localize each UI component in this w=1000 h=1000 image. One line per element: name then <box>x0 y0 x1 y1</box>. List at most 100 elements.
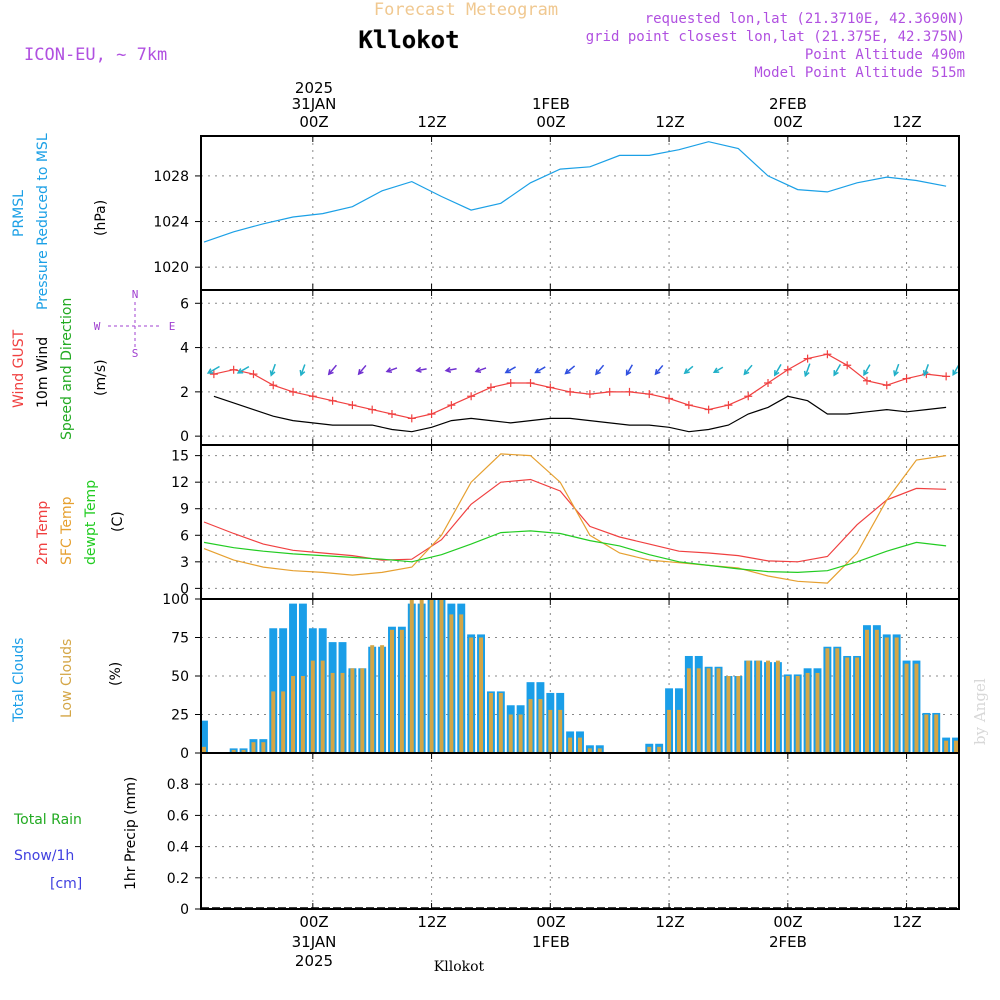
wind-ylabels: Wind GUST 10m Wind Speed and Direction (… <box>11 298 109 440</box>
gust-marker-21 <box>526 379 535 387</box>
low-cloud-bar-33 <box>439 599 444 753</box>
compass-s: S <box>132 347 139 360</box>
wind-barb-20 <box>743 364 753 375</box>
wind-barb-9 <box>416 368 427 372</box>
gust-marker-38 <box>862 376 871 385</box>
temperature-frame <box>200 444 960 600</box>
cloud-unit: (%) <box>108 662 124 686</box>
cloud-label-low: Low Clouds <box>59 639 75 718</box>
gust-marker-11 <box>328 396 337 405</box>
pressure-ytick-label-2: 1028 <box>153 169 189 185</box>
gust-marker-31 <box>724 401 733 410</box>
gust-marker-35 <box>803 354 812 363</box>
low-cloud-bar-13 <box>241 749 246 753</box>
precip-ytick-label-3: 0.6 <box>167 808 189 824</box>
top-date-label-1: 31JAN <box>292 95 337 113</box>
temperature-series-1 <box>203 453 947 584</box>
wind-frame <box>200 289 960 446</box>
clouds-ytick-label-1: 25 <box>171 708 189 724</box>
low-cloud-bar-26 <box>370 645 375 753</box>
gust-marker-24 <box>585 390 594 399</box>
temp-unit: (C) <box>110 511 126 532</box>
gust-marker-23 <box>566 387 575 396</box>
wind-barb-head-4 <box>269 370 276 377</box>
wind-barb-head-6 <box>327 369 334 376</box>
top-hour-label-3: 00Z <box>536 113 565 131</box>
wind-barb-4 <box>270 363 276 376</box>
watermark: by Angel <box>971 678 989 745</box>
wind-barb-18 <box>684 365 694 374</box>
precip-unit: 1hr Precip (mm) <box>123 777 139 890</box>
bottom-x-axis: 00Z 12Z 00Z 12Z 00Z 12Z 31JAN 1FEB 2FEB … <box>292 913 922 970</box>
bottom-hour-label-3: 00Z <box>536 913 565 931</box>
wind-barb-8 <box>386 367 398 373</box>
gust-marker-18 <box>467 392 476 401</box>
low-cloud-bar-83 <box>934 714 939 753</box>
wind-barb-5 <box>300 364 306 376</box>
wind-series-0 <box>213 395 947 433</box>
wind-barb-head-13 <box>534 367 541 374</box>
clouds-panel: 0 25 50 75 100 <box>162 592 960 762</box>
low-cloud-bar-70 <box>805 672 810 753</box>
temperature-ytick-label-2: 6 <box>180 528 189 544</box>
temp-label-2m: 2m Temp <box>35 501 51 565</box>
gust-marker-25 <box>605 387 614 396</box>
gust-marker-17 <box>447 401 456 410</box>
wind-barb-head-18 <box>683 368 690 375</box>
low-cloud-bar-19 <box>300 676 305 753</box>
wind-barb-22 <box>804 363 811 377</box>
bottom-hour-label-6: 12Z <box>892 913 921 931</box>
low-cloud-bar-56 <box>667 709 672 753</box>
low-cloud-bar-32 <box>429 599 434 753</box>
wind-barb-head-16 <box>625 369 632 377</box>
gust-marker-34 <box>783 365 792 374</box>
temperature-ytick-label-0: 0 <box>180 581 189 597</box>
wind-barb-head-8 <box>385 367 393 374</box>
gust-marker-8 <box>269 381 278 390</box>
temperature-series-0 <box>203 478 947 563</box>
wind-barb-7 <box>358 364 367 375</box>
wind-series-1 <box>213 353 947 420</box>
precip-ylabels: Total Rain Snow/1h [cm] 1hr Precip (mm) <box>13 777 139 892</box>
gust-marker-22 <box>546 383 555 392</box>
wind-barb-head-3 <box>236 368 244 374</box>
wind-unit: (m/s) <box>93 359 109 396</box>
gust-marker-10 <box>308 392 317 401</box>
low-cloud-bar-67 <box>775 660 780 753</box>
clouds-ytick-label-0: 0 <box>180 746 189 762</box>
wind-label-dir: Speed and Direction <box>59 298 75 440</box>
pressure-unit: (hPa) <box>93 200 109 236</box>
low-cloud-bar-12 <box>231 749 236 753</box>
total-cloud-bar-17 <box>279 628 288 753</box>
low-cloud-bar-82 <box>924 714 929 753</box>
gust-marker-40 <box>902 374 911 383</box>
clouds-ytick-label-4: 100 <box>162 592 189 608</box>
total-cloud-bar-16 <box>269 628 278 753</box>
top-year-label: 2025 <box>295 79 333 97</box>
clouds-ytick-label-3: 75 <box>171 631 189 647</box>
pressure-ytick-label-1: 1024 <box>153 215 189 231</box>
footer-station: Kllokot <box>434 959 485 975</box>
gust-marker-20 <box>506 379 515 387</box>
low-cloud-bar-41 <box>518 714 523 753</box>
wind-barb-2 <box>207 365 220 374</box>
precip-ytick-label-0: 0 <box>180 902 189 918</box>
wind-barb-13 <box>535 366 546 374</box>
gust-marker-42 <box>942 372 951 381</box>
low-cloud-bar-35 <box>459 614 464 753</box>
requested-coords: requested lon,lat (21.3710E, 42.3690N) <box>645 11 965 27</box>
compass-n: N <box>132 288 139 301</box>
low-cloud-bar-29 <box>399 629 404 753</box>
temperature-series-2 <box>203 530 947 574</box>
wind-label-gust: Wind GUST <box>11 329 27 408</box>
top-x-axis: 2025 31JAN 1FEB 2FEB 00Z 12Z 00Z 12Z 00Z… <box>292 79 922 131</box>
wind-barb-head-2 <box>206 368 214 374</box>
low-cloud-bar-81 <box>914 663 919 753</box>
low-cloud-bar-22 <box>330 672 335 753</box>
low-cloud-bar-61 <box>716 668 721 753</box>
total-cloud-bar-9 <box>200 720 208 753</box>
gust-marker-13 <box>368 405 377 414</box>
temperature-panel: 0 3 6 9 12 15 <box>171 444 960 600</box>
bottom-hour-label-2: 12Z <box>417 913 446 931</box>
top-date-label-3: 2FEB <box>769 95 807 113</box>
